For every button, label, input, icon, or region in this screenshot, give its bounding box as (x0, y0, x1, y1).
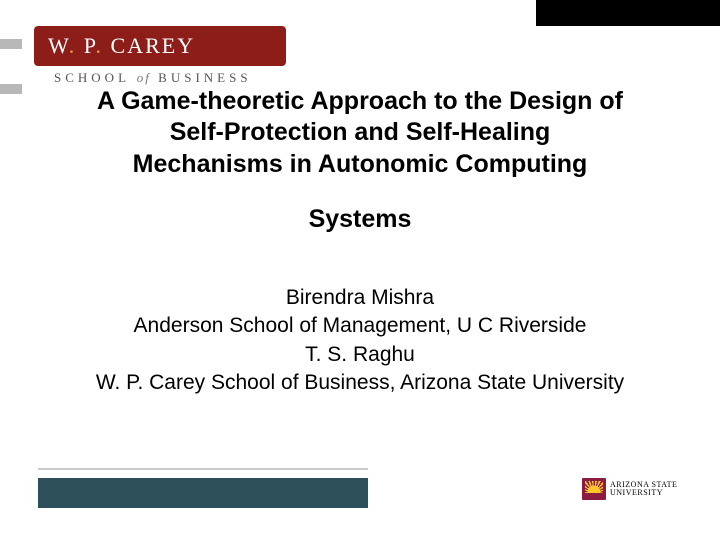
asu-line2: UNIVERSITY (610, 489, 677, 497)
slide-title-line4: Systems (62, 204, 658, 235)
author-line-2: Anderson School of Management, U C River… (50, 312, 670, 340)
business-word: BUSINESS (158, 70, 251, 85)
footer-teal-bar (38, 478, 368, 508)
wp-carey-logo-bar: W. P. CAREY (34, 26, 286, 66)
authors-block: Birendra Mishra Anderson School of Manag… (50, 284, 670, 397)
author-line-1: Birendra Mishra (50, 284, 670, 312)
title-line-4: Systems (62, 204, 658, 235)
asu-logo: ARIZONA STATE UNIVERSITY (582, 478, 677, 500)
slide-title: A Game-theoretic Approach to the Design … (62, 86, 658, 180)
of-word: of (137, 70, 151, 85)
title-line-2: Self-Protection and Self-Healing (62, 117, 658, 148)
asu-logo-text: ARIZONA STATE UNIVERSITY (610, 481, 677, 497)
author-line-3: T. S. Raghu (50, 341, 670, 369)
header-black-bar (536, 0, 720, 26)
school-word: SCHOOL (54, 70, 130, 85)
title-line-3: Mechanisms in Autonomic Computing (62, 149, 658, 180)
asu-sunburst-icon (582, 478, 606, 500)
slide: W. P. CAREY SCHOOL of BUSINESS A Game-th… (0, 0, 720, 540)
footer-thin-line (38, 468, 368, 470)
grey-tick-1 (0, 39, 22, 49)
school-of-business-label: SCHOOL of BUSINESS (54, 70, 252, 86)
wp-carey-logo-text: W. P. CAREY (48, 33, 195, 59)
grey-tick-2 (0, 84, 22, 94)
author-line-4: W. P. Carey School of Business, Arizona … (50, 369, 670, 397)
title-line-1: A Game-theoretic Approach to the Design … (62, 86, 658, 117)
